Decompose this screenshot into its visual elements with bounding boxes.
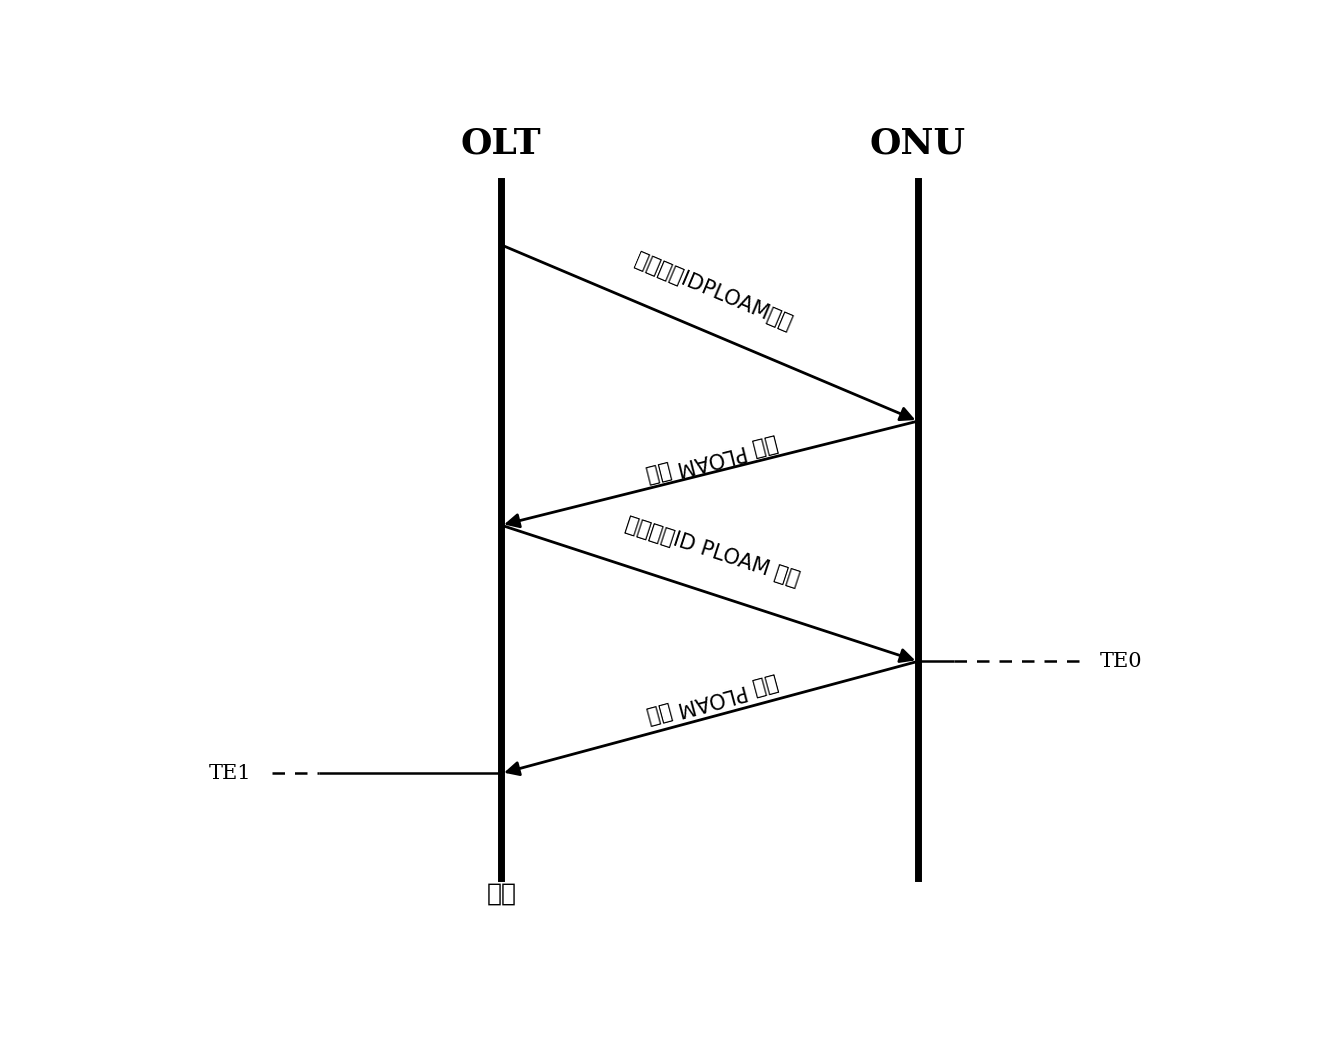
- Text: ONU: ONU: [870, 127, 966, 161]
- Text: OLT: OLT: [461, 127, 542, 161]
- Text: 加密端口ID PLOAM 消息: 加密端口ID PLOAM 消息: [624, 514, 802, 590]
- Text: 确认 PLOAM 消息: 确认 PLOAM 消息: [645, 672, 780, 726]
- Text: TE1: TE1: [208, 764, 251, 783]
- Text: 配置端口IDPLOAM消息: 配置端口IDPLOAM消息: [632, 250, 796, 334]
- Text: 时间: 时间: [487, 882, 516, 906]
- Text: TE0: TE0: [1101, 652, 1142, 671]
- Text: 确认 PLOAM 消息: 确认 PLOAM 消息: [644, 433, 780, 485]
